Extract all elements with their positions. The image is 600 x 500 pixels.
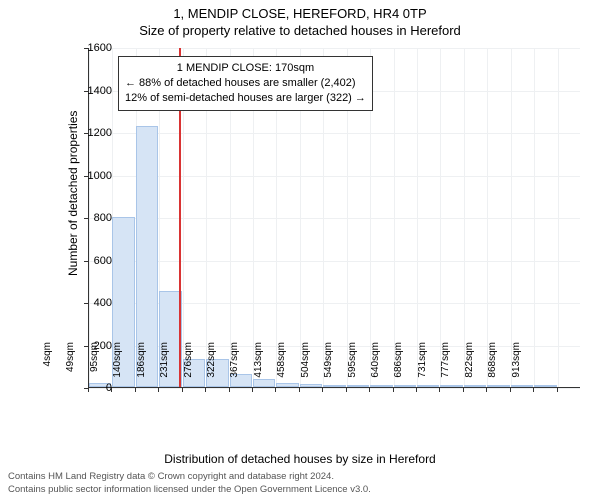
ytick-label: 800 — [72, 212, 112, 224]
annotation-line1: 1 MENDIP CLOSE: 170sqm — [125, 61, 366, 76]
annotation-line2: ← 88% of detached houses are smaller (2,… — [125, 76, 366, 91]
ytick-mark — [84, 346, 88, 347]
xtick-label: 913sqm — [511, 342, 522, 392]
x-axis-label: Distribution of detached houses by size … — [0, 452, 600, 466]
xtick-label: 822sqm — [464, 342, 475, 392]
xtick-label: 868sqm — [487, 342, 498, 392]
ytick-label: 1000 — [72, 170, 112, 182]
footer-line2: Contains public sector information licen… — [8, 484, 371, 496]
xtick-label: 686sqm — [393, 342, 404, 392]
xtick-label: 458sqm — [276, 342, 287, 392]
ytick-label: 600 — [72, 255, 112, 267]
ytick-mark — [84, 91, 88, 92]
ytick-mark — [84, 261, 88, 262]
xtick-label: 276sqm — [183, 342, 194, 392]
gridline-v — [394, 48, 395, 387]
title-address: 1, MENDIP CLOSE, HEREFORD, HR4 0TP — [0, 0, 600, 21]
title-subtitle: Size of property relative to detached ho… — [0, 21, 600, 38]
xtick-mark — [533, 388, 534, 392]
ytick-label: 400 — [72, 297, 112, 309]
xtick-label: 504sqm — [300, 342, 311, 392]
ytick-mark — [84, 303, 88, 304]
chart-area: Number of detached properties 0200400600… — [60, 48, 580, 408]
gridline-v — [511, 48, 512, 387]
annotation-line3: 12% of semi-detached houses are larger (… — [125, 91, 366, 106]
xtick-mark — [557, 388, 558, 392]
gridline-h — [89, 218, 580, 219]
xtick-label: 731sqm — [417, 342, 428, 392]
xtick-label: 95sqm — [89, 342, 100, 392]
histogram-bar — [534, 385, 556, 387]
gridline-v — [464, 48, 465, 387]
gridline-h — [89, 176, 580, 177]
gridline-v — [417, 48, 418, 387]
xtick-label: 186sqm — [136, 342, 147, 392]
ytick-mark — [84, 133, 88, 134]
xtick-label: 777sqm — [440, 342, 451, 392]
xtick-label: 140sqm — [112, 342, 123, 392]
xtick-label: 322sqm — [206, 342, 217, 392]
xtick-label: 231sqm — [159, 342, 170, 392]
gridline-v — [487, 48, 488, 387]
ytick-label: 1600 — [72, 42, 112, 54]
gridline-h — [89, 133, 580, 134]
gridline-v — [558, 48, 559, 387]
annotation-box: 1 MENDIP CLOSE: 170sqm ← 88% of detached… — [118, 56, 373, 111]
chart-container: 1, MENDIP CLOSE, HEREFORD, HR4 0TP Size … — [0, 0, 600, 500]
ytick-label: 1200 — [72, 127, 112, 139]
gridline-h — [89, 261, 580, 262]
xtick-label: 4sqm — [42, 342, 53, 392]
footer: Contains HM Land Registry data © Crown c… — [8, 471, 371, 496]
xtick-label: 49sqm — [65, 342, 76, 392]
ytick-mark — [84, 48, 88, 49]
xtick-label: 595sqm — [347, 342, 358, 392]
gridline-v — [534, 48, 535, 387]
ytick-mark — [84, 218, 88, 219]
xtick-label: 413sqm — [253, 342, 264, 392]
footer-line1: Contains HM Land Registry data © Crown c… — [8, 471, 371, 483]
ytick-label: 1400 — [72, 85, 112, 97]
xtick-label: 549sqm — [323, 342, 334, 392]
gridline-h — [89, 48, 580, 49]
ytick-mark — [84, 176, 88, 177]
gridline-v — [440, 48, 441, 387]
xtick-label: 367sqm — [229, 342, 240, 392]
xtick-label: 640sqm — [370, 342, 381, 392]
